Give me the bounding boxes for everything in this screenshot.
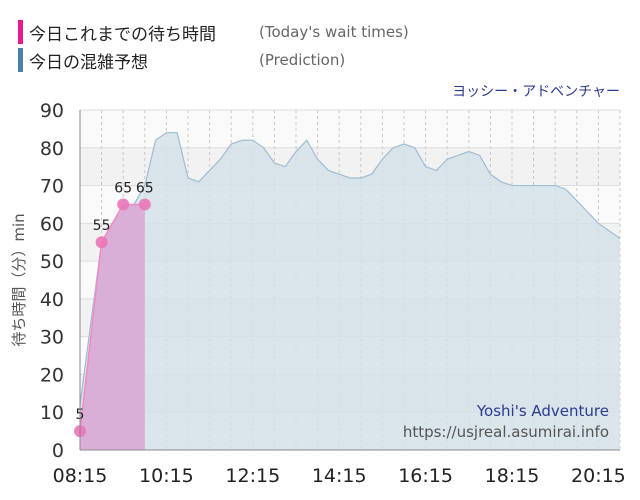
actual-data-label: 55 (93, 218, 111, 234)
prediction-area (80, 132, 620, 450)
y-tick-label: 80 (40, 138, 64, 160)
y-tick-label: 60 (40, 213, 64, 235)
legend-item-prediction: 今日の混雑予想 (Prediction) (18, 46, 438, 74)
legend: 今日これまでの待ち時間 (Today's wait times) 今日の混雑予想… (18, 18, 438, 74)
y-tick-label: 40 (40, 289, 64, 311)
legend-item-actual: 今日これまでの待ち時間 (Today's wait times) (18, 18, 438, 46)
watermark-title: Yoshi's Adventure (476, 402, 609, 420)
y-tick-label: 70 (40, 176, 64, 198)
actual-area (80, 204, 145, 450)
y-tick-label: 10 (40, 402, 64, 424)
y-tick-label: 0 (52, 440, 64, 462)
x-tick-label: 10:15 (139, 465, 194, 487)
actual-data-point (138, 198, 151, 211)
attraction-name: ヨッシー・アドベンチャー (452, 84, 620, 100)
x-tick-label: 08:15 (53, 465, 108, 487)
legend-sub-prediction: (Prediction) (259, 51, 346, 69)
legend-swatch-prediction (18, 48, 23, 72)
prediction-line (79, 132, 621, 405)
actual-data-point (95, 236, 108, 249)
watermark-url: https://usjreal.asumirai.info (403, 423, 609, 441)
x-tick-label: 14:15 (312, 465, 367, 487)
y-tick-label: 30 (40, 327, 64, 349)
actual-line (79, 203, 145, 432)
actual-data-label: 65 (136, 180, 154, 196)
legend-sub-actual: (Today's wait times) (259, 23, 409, 41)
x-tick-label: 16:15 (398, 465, 453, 487)
legend-swatch-actual (18, 20, 23, 44)
y-tick-label: 20 (40, 364, 64, 386)
actual-data-point (117, 198, 130, 211)
legend-label-prediction: 今日の混雑予想 (29, 52, 148, 73)
x-tick-label: 12:15 (225, 465, 280, 487)
y-tick-label: 50 (40, 251, 64, 273)
x-tick-label: 18:15 (485, 465, 540, 487)
actual-data-label: 65 (114, 180, 132, 196)
y-tick-label: 90 (40, 100, 64, 122)
legend-label-actual: 今日これまでの待ち時間 (29, 24, 216, 45)
y-axis-title: 待ち時間（分）min (10, 213, 28, 346)
x-tick-label: 20:15 (571, 465, 626, 487)
